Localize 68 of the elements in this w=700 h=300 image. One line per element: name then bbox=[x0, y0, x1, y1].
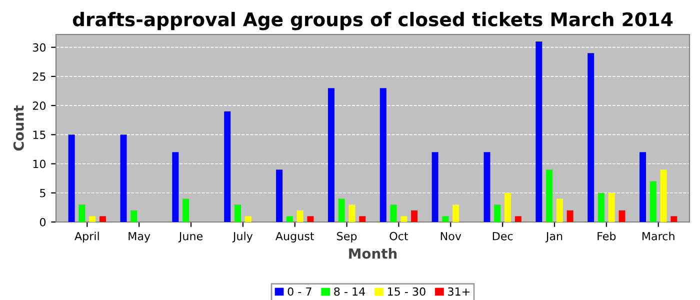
bar bbox=[172, 152, 179, 222]
bar bbox=[359, 216, 366, 222]
x-tick-label: Nov bbox=[440, 232, 462, 240]
legend-label: 8 - 14 bbox=[334, 287, 366, 296]
bar bbox=[536, 41, 542, 222]
bar bbox=[556, 198, 563, 222]
bar bbox=[484, 152, 490, 222]
x-tick-label: Jan bbox=[545, 232, 562, 242]
x-tick-label: Feb bbox=[598, 232, 616, 240]
chart-title: drafts-approval Age groups of closed tickets March 2014 bbox=[72, 12, 673, 30]
bar bbox=[338, 198, 345, 222]
legend-label: 0 - 7 bbox=[288, 287, 312, 296]
bar bbox=[514, 216, 522, 222]
bar bbox=[670, 216, 678, 222]
bar bbox=[618, 210, 626, 222]
bar bbox=[390, 204, 397, 222]
bar bbox=[120, 134, 127, 222]
x-tick-label: Oct bbox=[390, 232, 408, 240]
bar bbox=[650, 181, 656, 222]
y-tick-label: 30 bbox=[32, 43, 46, 52]
bar bbox=[598, 192, 604, 222]
bar bbox=[286, 216, 293, 222]
bar bbox=[130, 210, 138, 222]
y-tick-label: 5 bbox=[40, 189, 46, 198]
y-tick-label: 10 bbox=[33, 160, 46, 168]
bar bbox=[494, 204, 501, 222]
bar bbox=[78, 204, 86, 222]
x-tick-label: March bbox=[642, 232, 674, 240]
bar bbox=[224, 111, 231, 222]
x-tick-label: May bbox=[128, 232, 150, 242]
bar bbox=[566, 210, 574, 222]
bar bbox=[400, 216, 408, 222]
bar bbox=[234, 204, 241, 222]
bar bbox=[296, 210, 304, 222]
x-tick-label: July bbox=[232, 232, 253, 242]
bar bbox=[307, 216, 314, 222]
bar bbox=[546, 170, 553, 222]
bar bbox=[660, 170, 667, 222]
bar bbox=[640, 152, 646, 222]
y-tick-label: 25 bbox=[32, 72, 46, 81]
bar bbox=[608, 192, 615, 222]
bar bbox=[276, 170, 283, 222]
bar bbox=[68, 134, 75, 222]
bar bbox=[432, 152, 438, 222]
bar bbox=[328, 88, 334, 222]
bar bbox=[588, 53, 594, 222]
x-tick-label: June bbox=[178, 232, 203, 242]
legend-label: 31+ bbox=[448, 287, 470, 296]
legend-label: 15 - 30 bbox=[388, 287, 426, 296]
x-tick-label: Dec bbox=[492, 232, 513, 240]
bar bbox=[182, 198, 190, 222]
bar bbox=[99, 216, 106, 222]
bar bbox=[504, 192, 512, 222]
x-axis-title: Month bbox=[349, 248, 397, 259]
x-tick-label: Sep bbox=[337, 232, 357, 242]
bar bbox=[348, 204, 356, 222]
bar bbox=[442, 216, 449, 222]
y-axis-title: Count bbox=[13, 105, 24, 151]
x-tick-label: April bbox=[74, 232, 99, 242]
x-tick-label: August bbox=[276, 232, 314, 242]
y-tick-label: 15 bbox=[33, 130, 46, 140]
bar bbox=[89, 216, 96, 222]
y-tick-label: 20 bbox=[32, 102, 46, 110]
bar bbox=[411, 210, 418, 222]
bar bbox=[244, 216, 252, 222]
y-tick-label: 0 bbox=[40, 218, 46, 226]
bar bbox=[452, 204, 460, 222]
bar bbox=[380, 88, 386, 222]
